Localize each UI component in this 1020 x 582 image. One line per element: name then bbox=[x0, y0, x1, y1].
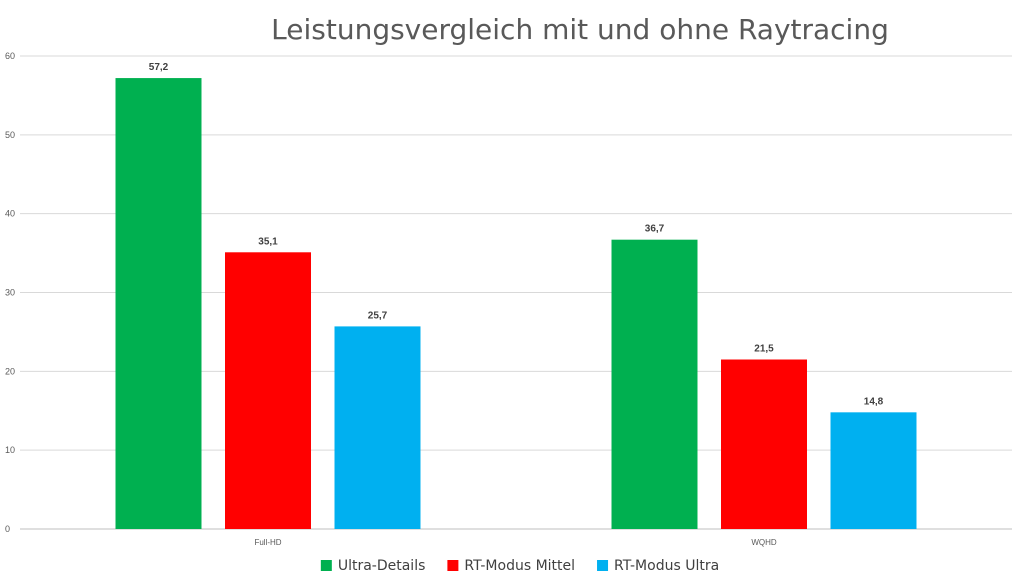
bar-full-hd-2 bbox=[225, 252, 311, 530]
data-label: 25,7 bbox=[368, 310, 388, 321]
legend-item: Ultra-Details bbox=[320, 558, 426, 574]
bar-wqhd-2 bbox=[721, 359, 807, 529]
y-tick-label: 0 bbox=[5, 524, 10, 534]
bar-wqhd-3 bbox=[830, 412, 917, 529]
legend-swatch bbox=[597, 560, 609, 571]
legend-label: RT-Modus Mittel bbox=[464, 558, 575, 574]
legend: Ultra-Details RT-Modus Mittel RT-Modus Ult… bbox=[320, 558, 719, 574]
data-label: 14,8 bbox=[864, 396, 884, 407]
y-tick-label: 20 bbox=[5, 366, 15, 376]
x-category-label: Full-HD bbox=[254, 538, 281, 547]
legend-swatch bbox=[447, 560, 459, 571]
data-labels: 57,2 35,1 25,7 36,7 21,5 14,8 bbox=[149, 62, 884, 407]
y-tick-label: 40 bbox=[5, 209, 15, 219]
bars bbox=[115, 78, 917, 530]
bar-full-hd-1 bbox=[115, 78, 202, 529]
y-axis-ticks: 0 10 20 30 40 50 60 bbox=[5, 51, 15, 534]
legend-item: RT-Modus Ultra bbox=[597, 558, 719, 574]
x-category-label: WQHD bbox=[751, 538, 777, 547]
bar-wqhd-1 bbox=[611, 239, 698, 529]
y-tick-label: 10 bbox=[5, 445, 15, 455]
data-label: 21,5 bbox=[754, 344, 774, 355]
legend-swatch bbox=[320, 560, 332, 571]
legend-item: RT-Modus Mittel bbox=[447, 558, 575, 574]
y-tick-label: 60 bbox=[5, 51, 15, 61]
x-axis-categories: Full-HD WQHD bbox=[254, 538, 776, 547]
legend-label: Ultra-Details bbox=[338, 558, 426, 574]
legend-label: RT-Modus Ultra bbox=[614, 558, 719, 574]
y-tick-label: 30 bbox=[5, 288, 15, 298]
chart-title: Leistungsvergleich mit und ohne Raytraci… bbox=[271, 13, 889, 46]
data-label: 57,2 bbox=[149, 62, 169, 73]
data-label: 35,1 bbox=[258, 236, 278, 247]
y-tick-label: 50 bbox=[5, 130, 15, 140]
bar-full-hd-3 bbox=[334, 326, 421, 529]
data-label: 36,7 bbox=[645, 224, 665, 235]
